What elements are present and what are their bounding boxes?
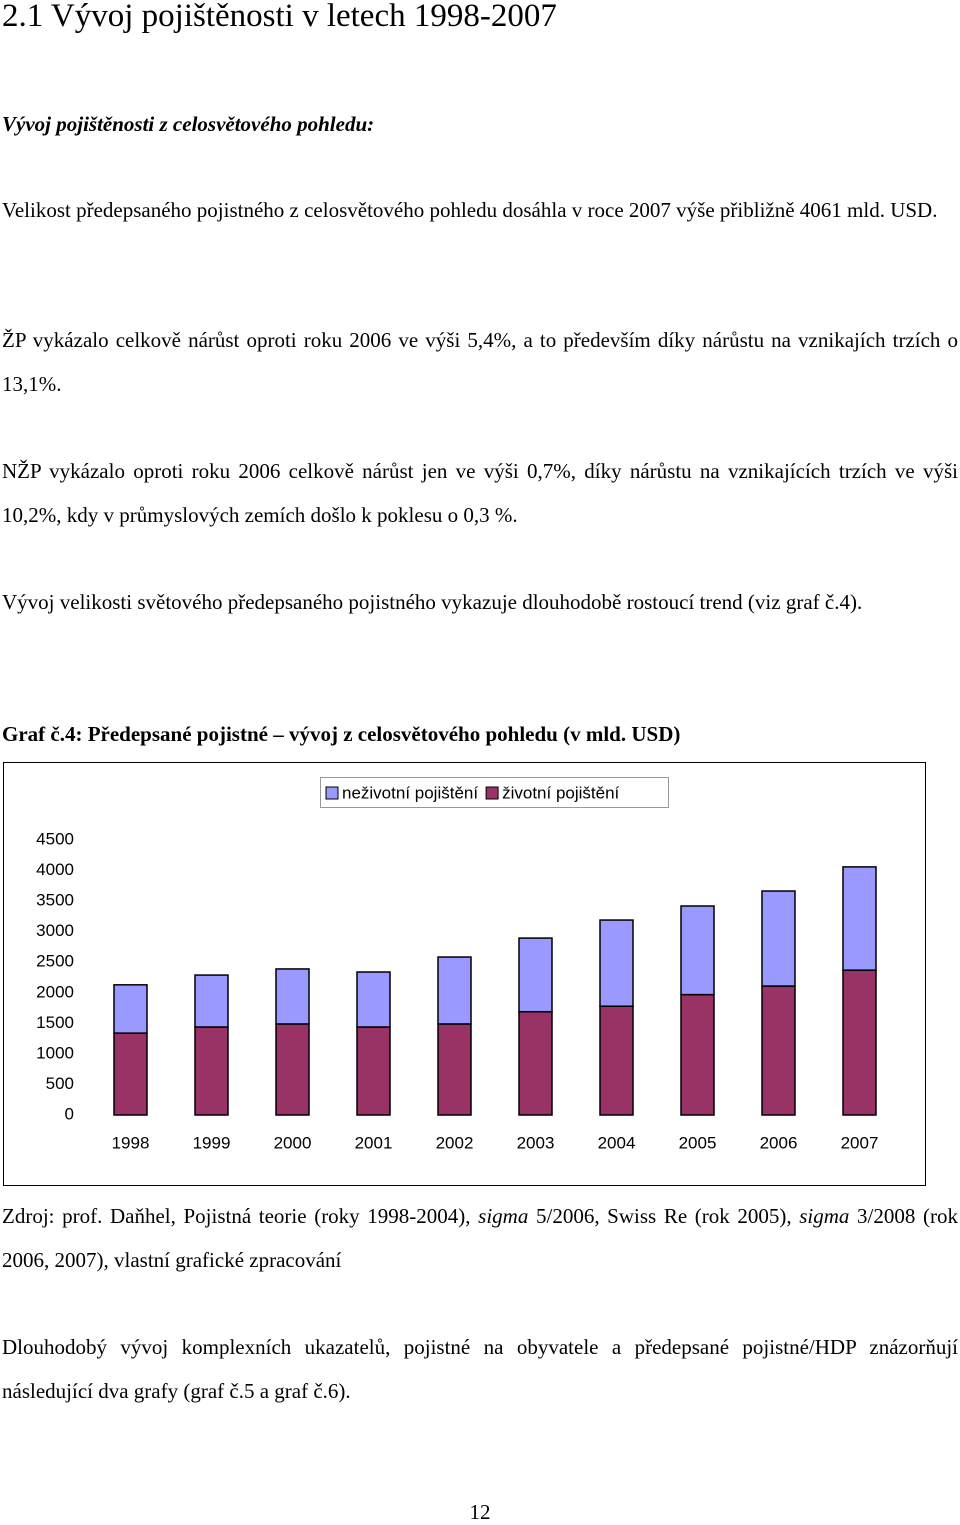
x-tick-label: 1999 [193,1133,231,1152]
bar-segment [518,937,553,1013]
x-tick-label: 2005 [679,1133,717,1152]
chart: 0 500 1000 1500 2000 2500 3000 3500 4000 4500 neži… [3,762,926,1186]
bar-segment [599,919,634,1007]
source-text: sigma [799,1204,850,1228]
paragraph: ŽP vykázalo celkově nárůst oproti roku 2… [2,328,958,396]
x-tick-label: 1998 [112,1133,150,1152]
bar-segment [275,968,310,1025]
y-tick-label: 1000 [36,1043,74,1062]
source: Zdroj: prof. Daňhel, Pojistná teorie (ro… [2,1194,958,1282]
legend-swatch [325,786,339,800]
bar-segment [113,1032,148,1116]
bar-segment [599,1005,634,1116]
source-text: 3/2008 (rok 2006, 2007), vlastní grafick… [2,1204,958,1272]
bar-segment [842,866,877,971]
bar-segment [194,1026,229,1116]
legend-swatch [485,786,499,800]
y-tick-label: 2000 [36,982,74,1001]
y-tick-label: 500 [46,1074,74,1093]
source-text: Zdroj: prof. Daňhel, Pojistná teorie (ro… [2,1204,479,1228]
x-tick-label: 2000 [274,1133,312,1152]
bar-segment [761,890,796,987]
x-tick-label: 2003 [517,1133,555,1152]
bar-segment [842,969,877,1116]
legend-label: neživotní pojištění [342,783,478,802]
y-tick-label: 2500 [36,952,74,971]
chart-caption: Graf č.4: Předepsané pojistné – vývoj z … [2,722,681,746]
legend-label: životní pojištění [502,783,619,802]
source-text: 5/2006, Swiss Re (rok 2005), [528,1204,800,1228]
bar-segment [680,993,715,1116]
y-tick-label: 1500 [36,1013,74,1032]
page-number: 12 [469,1500,491,1524]
bar-segment [356,1026,391,1116]
paragraph: Vývoj velikosti světového předepsaného p… [2,590,863,614]
paragraph: Velikost předepsaného pojistného z celos… [2,198,938,222]
paragraph: NŽP vykázalo oproti roku 2006 celkově ná… [2,459,958,527]
source-text: sigma [478,1204,529,1228]
x-tick-label: 2001 [355,1133,393,1152]
bar-segment [761,985,796,1116]
subheading: Vývoj pojištěnosti z celosvětového pohle… [2,112,375,136]
bar-segment [194,974,229,1028]
y-tick-label: 3000 [36,921,74,940]
bar-segment [518,1010,553,1116]
bar-segment [113,984,148,1034]
y-tick-label: 0 [65,1104,74,1123]
bar-segment [356,971,391,1028]
y-tick-label: 4500 [36,829,74,848]
bar-segment [437,956,472,1025]
x-tick-label: 2007 [841,1133,879,1152]
bar-segment [275,1023,310,1116]
y-tick-label: 4000 [36,860,74,879]
bar-segment [680,905,715,996]
paragraph: Dlouhodobý vývoj komplexních ukazatelů, … [2,1335,958,1403]
y-tick-label: 3500 [36,891,74,910]
heading: 2.1 Vývoj pojištěnosti v letech 1998-200… [2,0,557,34]
x-tick-label: 2002 [436,1133,474,1152]
bar-segment [437,1023,472,1116]
x-tick-label: 2006 [760,1133,798,1152]
x-tick-label: 2004 [598,1133,636,1152]
